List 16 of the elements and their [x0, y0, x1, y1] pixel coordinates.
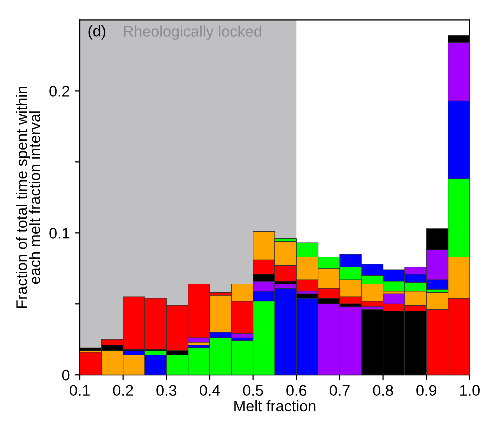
x-tick-label: 0.8 [373, 385, 394, 396]
y-tick-label: 0.2 [50, 86, 70, 97]
x-tick-label: 0.3 [156, 385, 177, 396]
annotation: (d) [88, 26, 106, 40]
x-tick-label: 0.7 [330, 385, 350, 396]
x-tick-label: 0.5 [243, 385, 264, 396]
y-tick-label: 0.1 [50, 228, 70, 239]
x-tick-label: 0.9 [416, 385, 437, 396]
y-axis-title: Fraction of total time spent within each melt fraction interval [16, 86, 40, 308]
x-tick-label: 0.2 [113, 385, 134, 396]
x-tick-label: 0.6 [286, 385, 307, 396]
x-tick-label: 1.0 [460, 385, 480, 396]
x-axis-title: Melt fraction [234, 400, 316, 412]
x-tick-label: 0.1 [70, 385, 90, 396]
x-tick-label: 0.4 [200, 385, 220, 396]
y-tick-label: 0 [62, 370, 70, 381]
